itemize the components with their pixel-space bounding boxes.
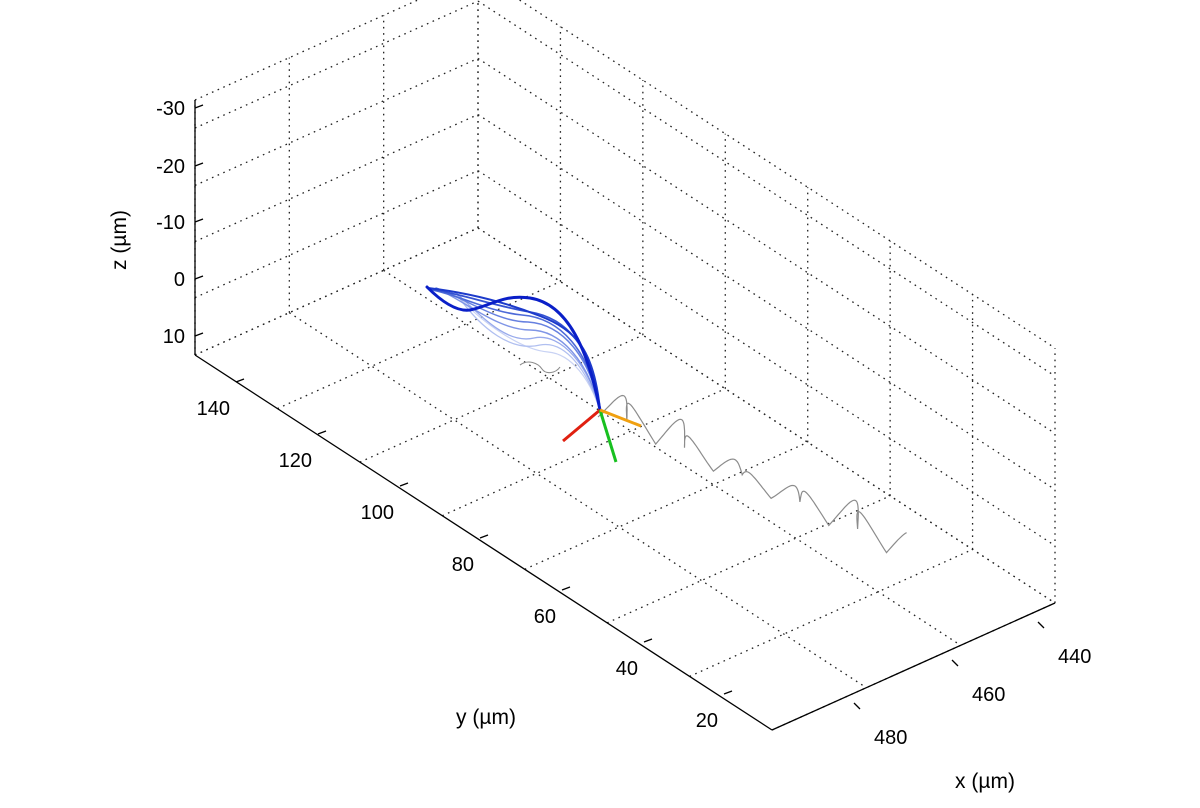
x-tick-label: 460 [972,684,1005,706]
grid [194,0,1056,731]
y-tick-label: 60 [534,606,556,628]
body-frame [562,408,642,463]
y-tick-mark [643,638,653,643]
flagellum-trace [435,287,601,411]
z-tick-label: -10 [156,212,185,234]
grid-line [477,227,1056,604]
ticks: -30 -20 -10 0 10 140 120 100 80 60 40 20 440 460 480 [156,98,1091,749]
frame-axis-green [598,409,618,463]
flagellum-traces [425,285,602,412]
grid-line [383,269,962,646]
flagellum-trace [461,299,601,411]
grid-line [277,280,561,410]
y-tick-label: 140 [197,398,230,420]
z-tick-mark [194,104,204,109]
frame-axis-red [562,408,601,443]
grid-line [442,388,726,517]
trajectory-path [519,361,561,374]
grid-line [194,0,479,129]
z-tick-label: 0 [174,269,185,291]
y-axis-line [194,354,773,731]
grid-line [194,0,420,101]
grid-line [606,495,891,624]
y-tick-mark [723,690,733,695]
frame-axis-orange [599,408,642,428]
y-tick-mark [317,430,327,435]
x-tick-mark [1037,621,1045,629]
flagellum-trace [431,289,601,411]
y-tick-mark [479,534,489,539]
y-tick-label: 20 [696,710,718,732]
y-tick-mark [235,378,245,383]
grid-line [518,0,1056,349]
flagellum-trace [454,291,601,411]
z-tick-label: -30 [156,98,185,120]
y-tick-mark [561,586,571,591]
z-axis-label: z (µm) [108,210,131,270]
z-tick-mark [194,218,204,223]
z-tick-label: 10 [163,326,185,348]
flagellum-trace [427,287,601,411]
y-tick-label: 100 [361,502,394,524]
z-tick-mark [194,332,204,337]
grid-line [477,57,1056,434]
grid-line [477,227,1056,604]
grid-line [524,441,808,570]
grid-line [477,113,1056,491]
x-axis-line [771,602,1056,731]
x-tick-mark [853,702,861,710]
flagellum-trace [457,295,601,411]
x-tick-label: 440 [1058,646,1091,668]
grid-line [359,334,644,463]
y-tick-label: 40 [616,658,638,680]
x-axis-label: x (µm) [955,770,1015,793]
x-tick-mark [951,659,959,667]
y-tick-label: 120 [279,450,312,472]
y-tick-label: 80 [452,554,474,576]
trajectory [519,361,907,554]
grid-line [194,170,479,299]
y-axis-label: y (µm) [456,706,516,729]
flagellum-trace [439,289,601,411]
axes [194,100,1056,731]
grid-line [194,227,479,356]
z-tick-label: -20 [156,156,185,178]
grid-line [194,113,479,243]
grid-line [194,57,479,187]
trajectory-path [597,394,907,554]
y-tick-mark [399,482,409,487]
grid-line [689,548,973,678]
x-tick-label: 480 [874,727,907,749]
flagellum-trace [425,285,602,412]
z-tick-mark [194,162,204,167]
z-tick-mark [194,275,204,280]
